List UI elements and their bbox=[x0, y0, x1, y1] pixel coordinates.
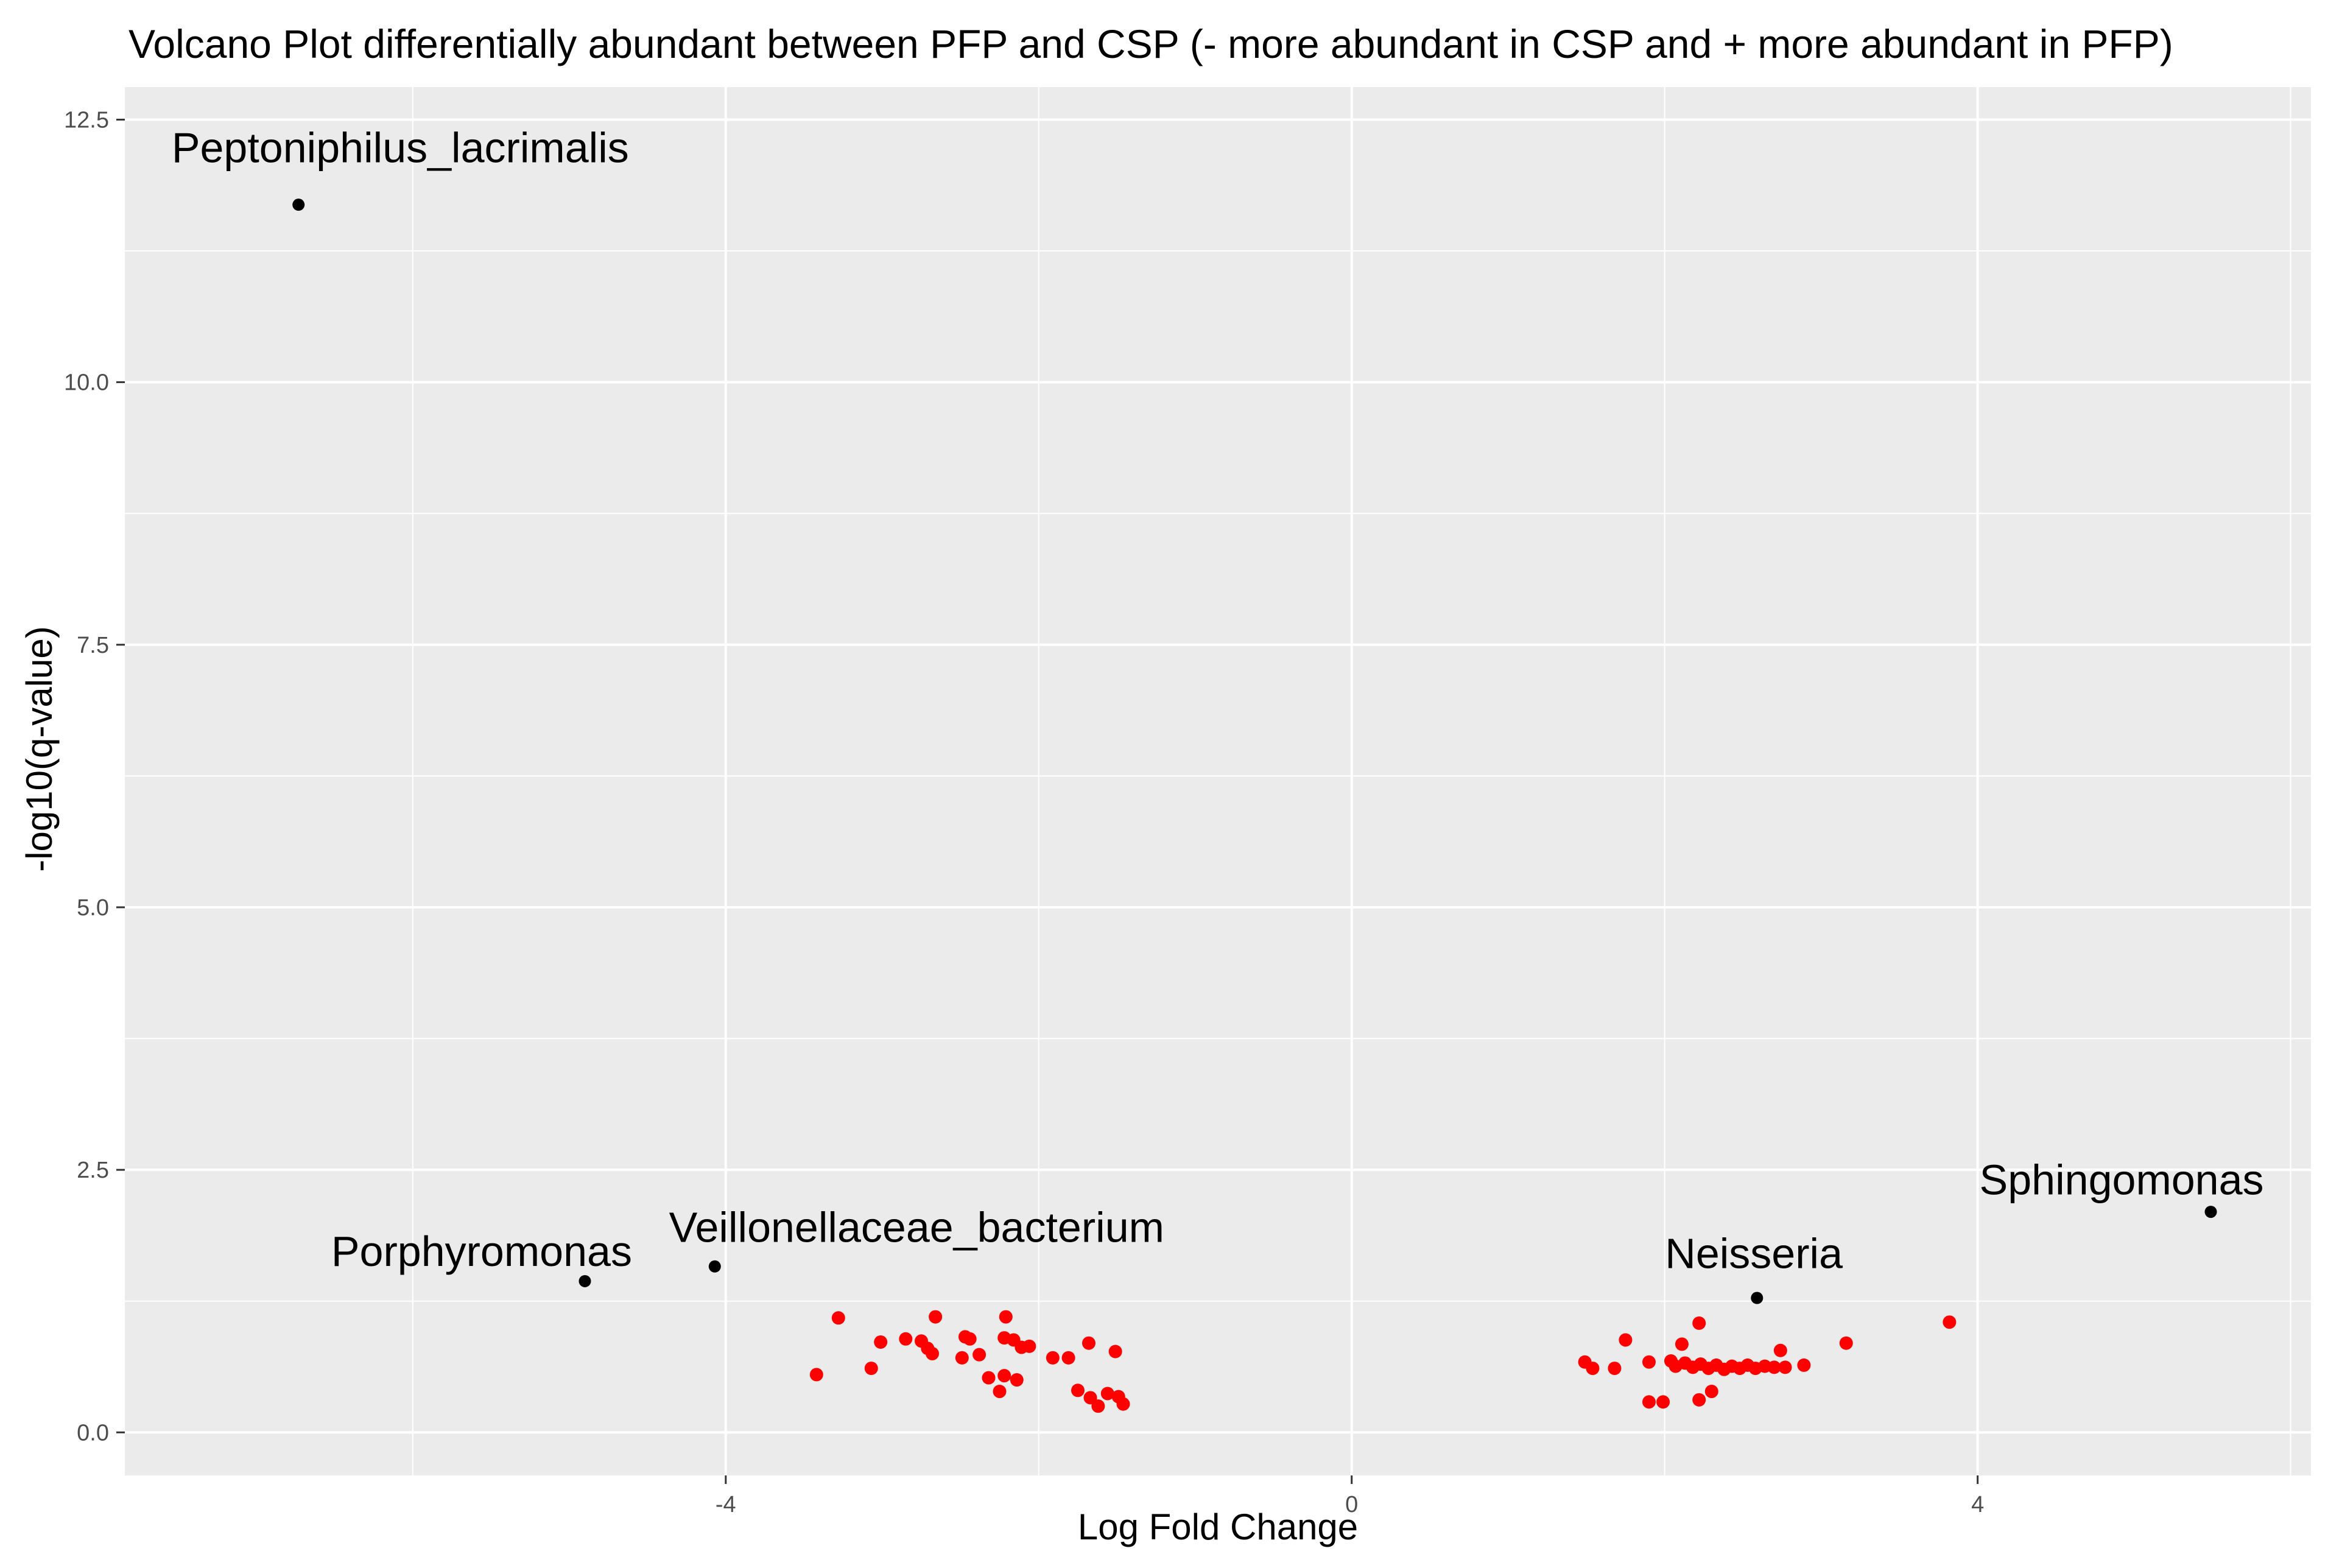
significant-point bbox=[963, 1332, 977, 1346]
labeled-points-layer bbox=[292, 199, 2217, 1304]
labeled-point bbox=[578, 1274, 591, 1287]
labeled-point bbox=[2204, 1206, 2217, 1218]
significant-point bbox=[1022, 1339, 1036, 1353]
significant-point bbox=[1100, 1387, 1114, 1401]
x-axis-ticks: -4 0 4 bbox=[716, 1475, 1984, 1517]
y-tick-label: 7.5 bbox=[77, 633, 109, 658]
labeled-point bbox=[1751, 1292, 1764, 1304]
significant-points-layer bbox=[809, 1310, 1957, 1413]
plot-panel bbox=[125, 87, 2311, 1475]
significant-point bbox=[955, 1351, 969, 1365]
plot-title: Volcano Plot differentially abundant bet… bbox=[128, 21, 2173, 66]
x-axis-title: Log Fold Change bbox=[1078, 1506, 1358, 1547]
significant-point bbox=[997, 1369, 1011, 1383]
significant-point bbox=[1704, 1385, 1718, 1399]
y-tick-label: 5.0 bbox=[77, 895, 109, 921]
point-label: Peptoniphilus_lacrimalis bbox=[172, 124, 629, 171]
point-label: Porphyromonas bbox=[331, 1228, 632, 1275]
point-label: Neisseria bbox=[1665, 1229, 1843, 1277]
point-label: Sphingomonas bbox=[1980, 1156, 2264, 1204]
y-tick-label: 2.5 bbox=[77, 1158, 109, 1183]
significant-point bbox=[1797, 1358, 1811, 1372]
significant-point bbox=[1839, 1336, 1853, 1350]
labeled-point bbox=[292, 199, 305, 211]
significant-point bbox=[864, 1362, 878, 1376]
y-tick-label: 10.0 bbox=[64, 370, 109, 396]
y-axis-ticks: 0.0 2.5 5.0 7.5 10.0 12.5 bbox=[64, 107, 125, 1446]
significant-point bbox=[831, 1311, 845, 1325]
significant-point bbox=[1046, 1351, 1060, 1365]
point-label: Veillonellaceae_bacterium bbox=[669, 1203, 1164, 1251]
significant-point bbox=[929, 1310, 943, 1324]
labeled-point bbox=[708, 1260, 721, 1273]
significant-point bbox=[982, 1371, 996, 1385]
significant-point bbox=[1619, 1333, 1633, 1347]
x-tick-label: -4 bbox=[716, 1492, 736, 1517]
significant-point bbox=[1081, 1336, 1095, 1350]
x-tick-label: 0 bbox=[1345, 1492, 1358, 1517]
significant-point bbox=[1692, 1393, 1706, 1407]
significant-point bbox=[1943, 1315, 1957, 1329]
significant-point bbox=[1767, 1360, 1781, 1374]
significant-point bbox=[1091, 1399, 1105, 1413]
significant-point bbox=[1061, 1351, 1075, 1365]
significant-point bbox=[1778, 1360, 1792, 1374]
significant-point bbox=[1586, 1362, 1600, 1376]
y-axis-title: -log10(q-value) bbox=[19, 626, 60, 872]
minor-gridlines bbox=[125, 87, 2311, 1475]
significant-point bbox=[926, 1346, 940, 1360]
significant-point bbox=[1083, 1391, 1097, 1405]
significant-point bbox=[1692, 1316, 1706, 1330]
significant-point bbox=[1642, 1395, 1656, 1409]
significant-point bbox=[1071, 1383, 1085, 1397]
significant-point bbox=[1608, 1362, 1622, 1376]
significant-point bbox=[874, 1335, 888, 1349]
significant-point bbox=[1656, 1395, 1670, 1409]
significant-point bbox=[1773, 1343, 1787, 1357]
significant-point bbox=[999, 1310, 1013, 1324]
significant-point bbox=[1642, 1355, 1656, 1369]
point-annotations-layer: Peptoniphilus_lacrimalis Porphyromonas Vei… bbox=[172, 124, 2264, 1277]
significant-point bbox=[993, 1385, 1007, 1399]
significant-point bbox=[809, 1368, 823, 1382]
significant-point bbox=[1010, 1373, 1024, 1387]
y-tick-label: 0.0 bbox=[77, 1420, 109, 1446]
significant-point bbox=[972, 1348, 986, 1362]
major-gridlines bbox=[125, 87, 2311, 1475]
significant-point bbox=[1108, 1345, 1122, 1359]
y-tick-label: 12.5 bbox=[64, 107, 109, 133]
significant-point bbox=[899, 1332, 913, 1346]
significant-point bbox=[1116, 1397, 1130, 1411]
significant-point bbox=[1675, 1337, 1689, 1351]
x-tick-label: 4 bbox=[1971, 1492, 1984, 1517]
panel-background bbox=[125, 87, 2311, 1475]
